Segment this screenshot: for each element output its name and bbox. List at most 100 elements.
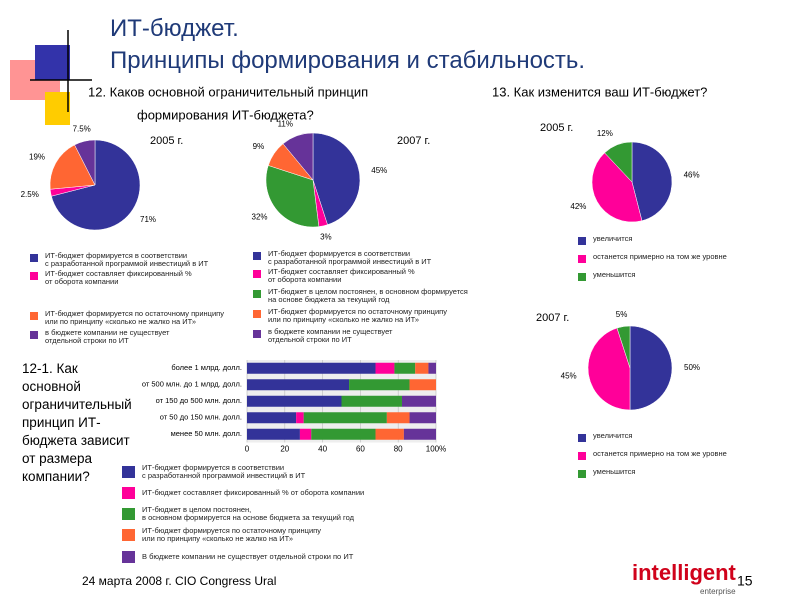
legend-swatch xyxy=(578,255,586,263)
decor-yellow xyxy=(45,92,70,125)
legend-swatch xyxy=(122,529,135,541)
data-label: 71% xyxy=(140,215,156,224)
pie-slice xyxy=(312,132,361,226)
legend-label: ИТ-бюджет формируется в соответствии с ра… xyxy=(45,251,209,268)
footer: 24 марта 2008 г. CIO Congress Ural xyxy=(82,574,276,588)
legend-swatch xyxy=(253,252,261,260)
legend-label: останется примерно на том же уровне xyxy=(593,449,727,458)
legend-swatch xyxy=(30,331,38,339)
data-label: 12% xyxy=(597,129,613,138)
legend-label: в бюджете компании не существует отдельно… xyxy=(45,328,170,345)
data-label: 50% xyxy=(684,363,700,372)
x-tick-label: 60 xyxy=(356,445,365,454)
legend-label: ИТ-бюджет формируется по остаточному при… xyxy=(45,309,224,326)
x-tick-label: 40 xyxy=(318,445,327,454)
y-tick-label: более 1 млрд. долл. xyxy=(171,363,242,372)
data-label: 11% xyxy=(278,120,293,129)
pie-slice xyxy=(604,141,633,183)
legend-swatch xyxy=(122,466,135,478)
bar-segment xyxy=(341,395,402,407)
pie-slice xyxy=(265,165,320,228)
pie-slice xyxy=(616,325,631,369)
legend-swatch xyxy=(578,434,586,442)
pie-title: 2007 г. xyxy=(397,135,430,147)
bar-segment xyxy=(394,362,416,374)
legend-swatch xyxy=(253,290,261,298)
x-tick-label: 100% xyxy=(426,445,446,454)
bar-segment xyxy=(375,428,404,440)
pie-slice xyxy=(631,141,673,222)
pie-slice xyxy=(587,327,631,411)
data-label: 42% xyxy=(570,202,586,211)
question-12: формирования ИТ-бюджета? xyxy=(137,107,314,122)
bar-segment xyxy=(247,379,350,391)
logo: intelligent xyxy=(632,560,737,585)
legend-label: увеличится xyxy=(593,234,632,243)
data-label: 2.5% xyxy=(21,190,39,199)
data-label: 46% xyxy=(684,171,700,180)
question-12-1: 12-1. Как основной ограничительный принцип … xyxy=(22,361,132,484)
legend-label: ИТ-бюджет формируется по остаточному при… xyxy=(268,307,447,324)
legend-swatch xyxy=(253,310,261,318)
pie-title: 2007 г. xyxy=(536,312,569,324)
data-label: 45% xyxy=(371,166,387,175)
legend-label: ИТ-бюджет формируется в соответствии с ра… xyxy=(142,463,306,480)
bar-segment xyxy=(296,412,304,424)
pie-slice xyxy=(629,325,673,411)
legend-swatch xyxy=(253,330,261,338)
data-label: 32% xyxy=(252,213,268,222)
legend-swatch xyxy=(253,270,261,278)
data-label: 9% xyxy=(253,142,265,151)
legend-label: увеличится xyxy=(593,431,632,440)
legend-label: уменьшится xyxy=(593,270,635,279)
legend-swatch xyxy=(30,272,38,280)
bar-segment xyxy=(303,412,387,424)
legend-label: уменьшится xyxy=(593,467,635,476)
legend-label: ИТ-бюджет в целом постоянен, в основном ф… xyxy=(142,505,355,522)
data-label: 19% xyxy=(29,153,45,162)
question-12: 12. Каков основной ограничительный принц… xyxy=(88,84,368,99)
legend-swatch xyxy=(122,487,135,499)
legend-swatch xyxy=(578,452,586,460)
data-label: 45% xyxy=(561,372,577,381)
legend-label: ИТ-бюджет формируется по остаточному при… xyxy=(142,526,321,543)
pie-slice xyxy=(49,144,96,190)
legend-label: ИТ-бюджет составляет фиксированный % от … xyxy=(142,488,364,497)
legend-label: ИТ-бюджет составляет фиксированный % от о… xyxy=(45,269,192,286)
y-tick-label: от 50 до 150 млн. долл. xyxy=(160,413,242,422)
pie-slice xyxy=(591,152,643,223)
bar-segment xyxy=(409,379,436,391)
legend-swatch xyxy=(578,237,586,245)
bar-segment xyxy=(403,428,436,440)
x-tick-label: 0 xyxy=(245,445,250,454)
pie-title: 2005 г. xyxy=(540,122,573,134)
data-label: 5% xyxy=(616,310,628,319)
legend-label: ИТ-бюджет формируется в соответствии с ра… xyxy=(268,249,432,266)
bar-segment xyxy=(409,412,436,424)
bar-segment xyxy=(247,395,342,407)
legend-label: ИТ-бюджет составляет фиксированный % от о… xyxy=(268,267,415,284)
legend-swatch xyxy=(122,551,135,563)
pie-slice xyxy=(51,139,141,231)
x-tick-label: 80 xyxy=(394,445,403,454)
bar-segment xyxy=(247,362,376,374)
bar-segment xyxy=(375,362,395,374)
legend-label: ИТ-бюджет в целом постоянен, в основном … xyxy=(268,287,468,304)
legend-swatch xyxy=(30,312,38,320)
x-tick-label: 20 xyxy=(280,445,289,454)
bar-segment xyxy=(349,379,410,391)
legend-swatch xyxy=(30,254,38,262)
y-tick-label: от 500 млн. до 1 млрд. долл. xyxy=(142,380,242,389)
bar-segment xyxy=(386,412,410,424)
legend-swatch xyxy=(122,508,135,520)
y-tick-label: от 150 до 500 млн. долл. xyxy=(156,396,242,405)
bar-segment xyxy=(415,362,429,374)
decor-blue xyxy=(35,45,70,80)
bar-segment xyxy=(401,395,436,407)
bar-segment xyxy=(299,428,312,440)
y-tick-label: менее 50 млн. долл. xyxy=(171,429,242,438)
logo-sub: enterprise xyxy=(700,587,736,596)
